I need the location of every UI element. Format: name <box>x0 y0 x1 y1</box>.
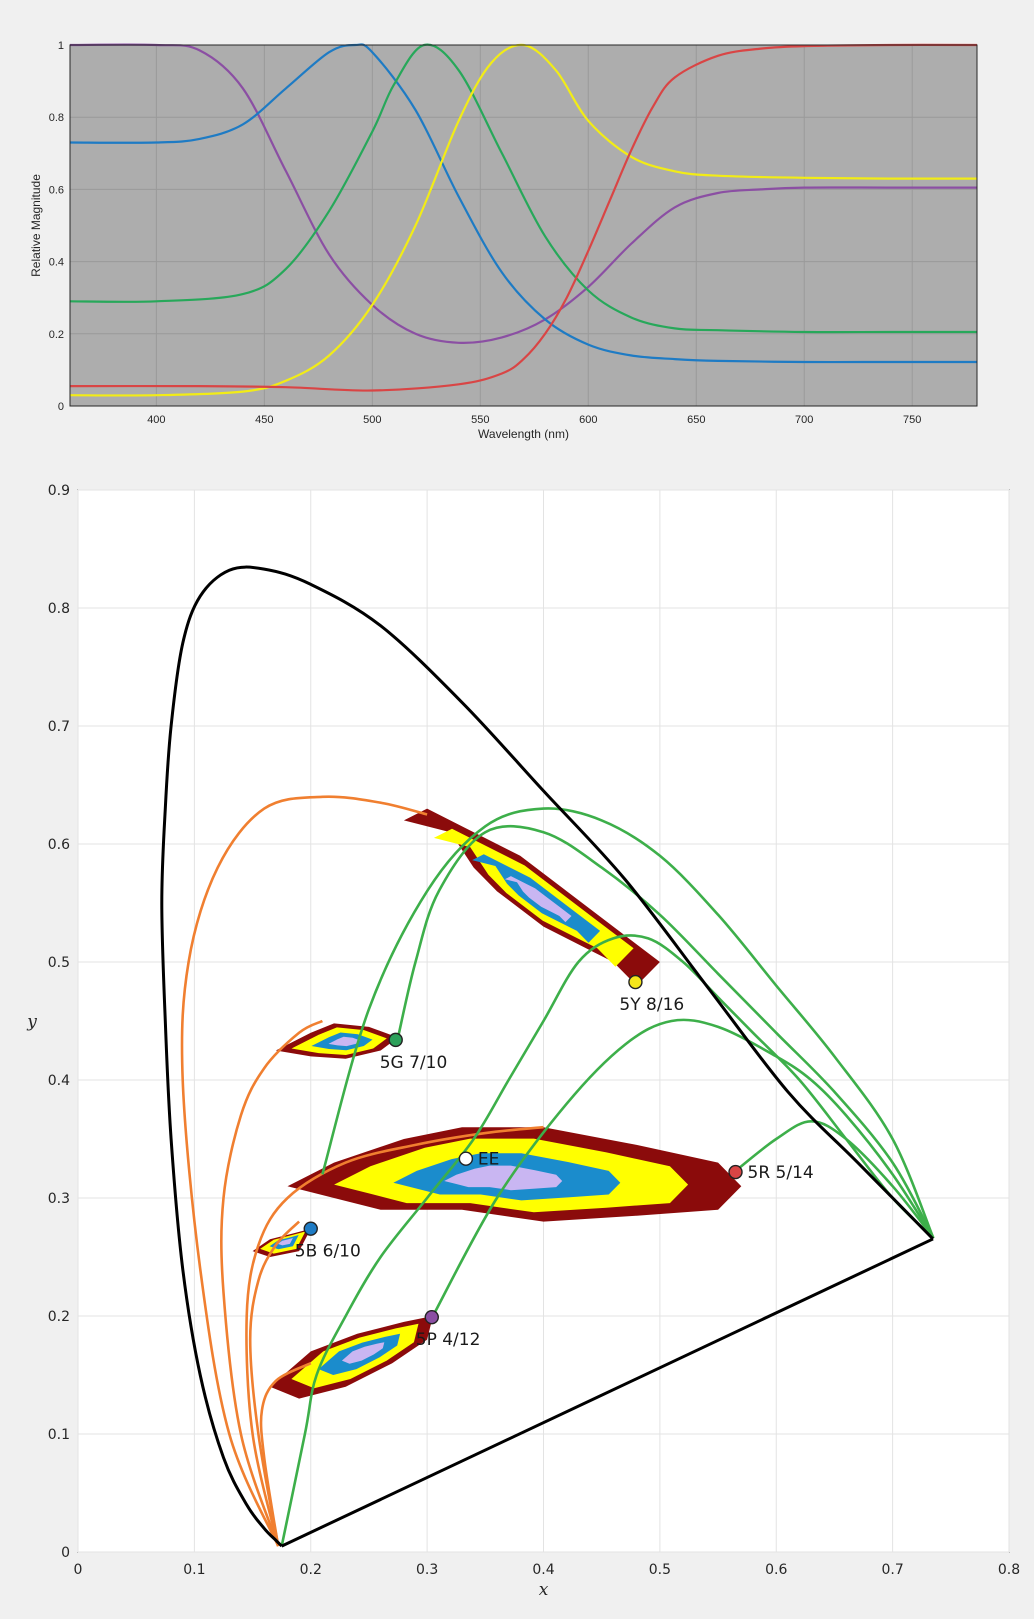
x-tick-label: 0.2 <box>300 1562 322 1578</box>
x-tick-label: 0.7 <box>881 1562 903 1578</box>
marker-ee <box>458 1151 474 1166</box>
orange-curve-4 <box>248 1220 301 1547</box>
x-tick-label: 0.5 <box>649 1562 671 1578</box>
y-tick-label: 0.5 <box>48 955 70 971</box>
point-label: 5G 7/10 <box>380 1053 448 1073</box>
x-tick-label: 0.4 <box>532 1562 554 1578</box>
y-tick-label: 0.1 <box>48 1427 70 1443</box>
region-lavender-band <box>277 1238 293 1246</box>
region-lavender-band <box>328 1036 361 1047</box>
x-tick-label: 700 <box>795 414 813 426</box>
marker-5p <box>424 1309 439 1325</box>
y-tick-label: 0.2 <box>49 329 64 341</box>
y-tick-label: 0.8 <box>48 601 70 617</box>
y-axis-title: y <box>26 1012 37 1032</box>
x-tick-label: 0.1 <box>183 1562 205 1578</box>
green-curve-5 <box>734 1119 935 1239</box>
point-label: 5B 6/10 <box>295 1242 361 1262</box>
tick-labels: 400 450 500 550 600 650 700 750 0 0.2 0.4 0.6 0.8 1 <box>49 40 922 426</box>
curve-group <box>160 565 935 1548</box>
region-lavender-band <box>504 876 572 923</box>
x-tick-label: 750 <box>903 414 921 426</box>
y-tick-label: 1 <box>58 40 64 52</box>
green-curve-2 <box>321 807 935 1239</box>
series-line-1 <box>69 43 977 345</box>
y-tick-label: 0.6 <box>48 837 70 853</box>
region-lavender-band <box>444 1165 563 1191</box>
y-tick-label: 0.2 <box>48 1309 70 1325</box>
y-tick-label: 0.7 <box>48 719 70 735</box>
x-tick-label: 650 <box>687 414 705 426</box>
region-lavender-band <box>341 1342 385 1364</box>
plot-area <box>70 45 977 406</box>
point-group: 5Y 8/16 5G 7/10 EE 5R 5/14 5B 6/10 5P 4/12 <box>295 974 814 1350</box>
tick-labels: 0 0.1 0.2 0.3 0.4 0.5 0.6 0.7 0.8 0 0.1 0.2 0.3 0.4 0.… <box>48 483 1020 1578</box>
green-curve-1 <box>280 934 935 1547</box>
y-tick-label: 0.9 <box>48 483 70 499</box>
y-tick-label: 0 <box>61 1545 70 1561</box>
series-line-5 <box>69 43 978 392</box>
orange-curve-3 <box>245 1125 544 1547</box>
y-tick-label: 0.4 <box>48 1073 70 1089</box>
x-tick-label: 500 <box>363 414 381 426</box>
green-curve-3 <box>396 825 935 1239</box>
marker-5b <box>303 1221 318 1236</box>
gamut-region-5y <box>403 808 660 986</box>
gamut-regions <box>252 808 742 1399</box>
y-tick-label: 0.8 <box>49 112 64 124</box>
marker-5r <box>728 1164 743 1180</box>
x-axis-title: Wavelength (nm) <box>478 427 569 441</box>
point-label: 5R 5/14 <box>748 1163 814 1183</box>
series-line-4 <box>69 43 978 397</box>
marker-5y <box>628 974 643 990</box>
x-tick-label: 0 <box>74 1562 83 1578</box>
x-tick-label: 550 <box>471 414 489 426</box>
x-tick-label: 0.3 <box>416 1562 438 1578</box>
point-label: 5Y 8/16 <box>619 995 684 1015</box>
y-tick-label: 0.3 <box>48 1191 70 1207</box>
x-tick-label: 0.6 <box>765 1562 787 1578</box>
spectral-locus <box>160 565 935 1548</box>
orange-curve-5 <box>259 1362 312 1547</box>
plot-frame <box>69 44 978 407</box>
purple-line <box>281 1237 934 1548</box>
series-line-3 <box>69 43 977 334</box>
y-tick-label: 0 <box>58 401 64 413</box>
point-label: 5P 4/12 <box>416 1330 481 1350</box>
orange-curve-2 <box>220 1019 323 1547</box>
x-tick-label: 450 <box>255 414 273 426</box>
gamut-region-5p <box>270 1316 433 1399</box>
y-axis-title: Relative Magnitude <box>29 174 43 277</box>
x-axis-title: x <box>539 1580 549 1600</box>
series-line-2 <box>69 43 977 364</box>
y-tick-label: 0.4 <box>49 257 64 269</box>
gamut-region-5b <box>252 1228 311 1257</box>
spectral-curves-chart: 400 450 500 550 600 650 700 750 0 0.2 0.4 0.6 0.8 1 W… <box>29 40 978 441</box>
x-tick-label: 400 <box>147 414 165 426</box>
x-tick-label: 0.8 <box>998 1562 1020 1578</box>
grid <box>77 489 1010 1553</box>
y-tick-label: 0.6 <box>49 184 64 196</box>
gamut-region-5g <box>275 1023 398 1059</box>
marker-5g <box>388 1032 403 1048</box>
orange-curve-1 <box>180 795 428 1547</box>
x-tick-label: 600 <box>579 414 597 426</box>
green-curve-4 <box>431 1018 935 1317</box>
point-label: EE <box>478 1150 499 1170</box>
series-group <box>69 43 978 397</box>
